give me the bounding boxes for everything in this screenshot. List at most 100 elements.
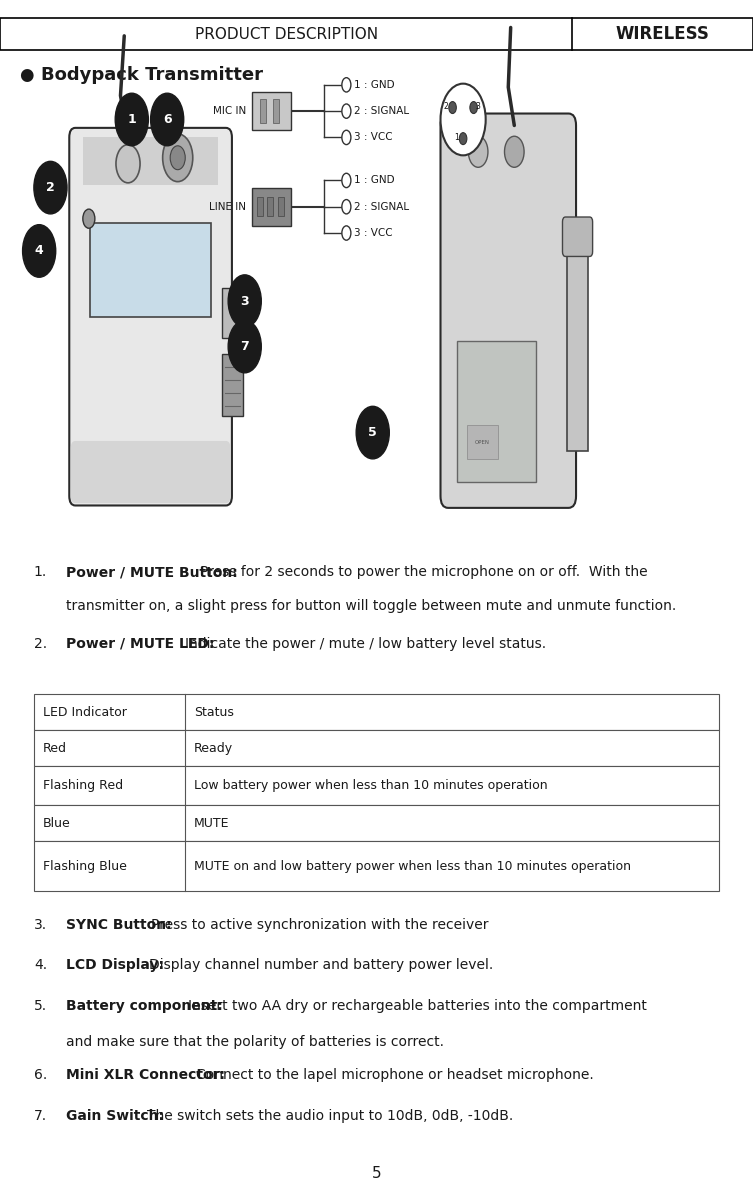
Text: 6.: 6. [34, 1068, 47, 1083]
Text: 5: 5 [368, 427, 377, 439]
Text: LINE IN: LINE IN [209, 202, 246, 212]
Bar [34, 766, 719, 805]
Text: 3 : VCC: 3 : VCC [354, 133, 392, 142]
Circle shape [342, 78, 351, 92]
Text: Power / MUTE LED:: Power / MUTE LED: [66, 637, 215, 651]
FancyBboxPatch shape [562, 217, 593, 257]
Text: Gain Switch:: Gain Switch: [66, 1109, 164, 1123]
Text: 1 : GND: 1 : GND [354, 80, 395, 90]
Text: Connect to the lapel microphone or headset microphone.: Connect to the lapel microphone or heads… [196, 1068, 593, 1083]
Text: 2 : SIGNAL: 2 : SIGNAL [354, 202, 409, 212]
Bar [273, 99, 279, 123]
Text: Insert two AA dry or rechargeable batteries into the compartment: Insert two AA dry or rechargeable batter… [188, 999, 647, 1013]
Circle shape [449, 102, 456, 114]
Text: 7.: 7. [34, 1109, 47, 1123]
Text: Power / MUTE Button:: Power / MUTE Button: [66, 565, 238, 580]
Bar [222, 288, 243, 338]
Text: 2 : SIGNAL: 2 : SIGNAL [354, 106, 409, 116]
Bar [260, 99, 266, 123]
Text: Indicate the power / mute / low battery level status.: Indicate the power / mute / low battery … [185, 637, 547, 651]
Circle shape [356, 406, 389, 459]
Text: 4: 4 [35, 245, 44, 257]
Text: 2.: 2. [34, 637, 47, 651]
Text: Flashing Blue: Flashing Blue [43, 860, 127, 872]
Text: Press for 2 seconds to power the microphone on or off.  With the: Press for 2 seconds to power the microph… [200, 565, 648, 580]
Bar [34, 694, 719, 730]
Bar [467, 425, 498, 459]
Circle shape [116, 145, 140, 183]
Text: Status: Status [194, 706, 233, 718]
Circle shape [34, 161, 67, 214]
Text: MIC IN: MIC IN [213, 106, 246, 116]
Text: Flashing Red: Flashing Red [43, 779, 123, 792]
Text: 1.: 1. [34, 565, 47, 580]
Text: 2: 2 [444, 102, 448, 111]
Circle shape [342, 130, 351, 145]
Bar [83, 137, 218, 185]
Text: WIRELESS: WIRELESS [616, 25, 709, 43]
Circle shape [505, 136, 524, 167]
Bar [278, 197, 284, 216]
Bar [90, 223, 211, 317]
Text: Battery component:: Battery component: [66, 999, 223, 1013]
Text: 7: 7 [240, 341, 249, 353]
Circle shape [163, 134, 193, 182]
Circle shape [115, 93, 148, 146]
Text: Red: Red [43, 742, 67, 754]
Text: 5.: 5. [34, 999, 47, 1013]
Bar [34, 841, 719, 891]
Circle shape [342, 226, 351, 240]
Circle shape [342, 200, 351, 214]
Bar [252, 92, 291, 130]
FancyBboxPatch shape [69, 128, 232, 505]
Text: Blue: Blue [43, 817, 71, 829]
Text: ●: ● [19, 66, 33, 84]
Text: LCD Display:: LCD Display: [66, 958, 164, 973]
Text: 3: 3 [475, 102, 480, 111]
Circle shape [83, 209, 95, 228]
Text: 1: 1 [127, 114, 136, 125]
Text: Low battery power when less than 10 minutes operation: Low battery power when less than 10 minu… [194, 779, 547, 792]
Bar [34, 805, 719, 841]
Circle shape [441, 84, 486, 155]
Text: MUTE: MUTE [194, 817, 229, 829]
Text: 3 : VCC: 3 : VCC [354, 228, 392, 238]
Text: 2: 2 [46, 182, 55, 194]
Text: 6: 6 [163, 114, 172, 125]
Circle shape [468, 136, 488, 167]
Text: MUTE on and low battery power when less than 10 minutes operation: MUTE on and low battery power when less … [194, 860, 631, 872]
Text: Press to active synchronization with the receiver: Press to active synchronization with the… [151, 918, 489, 932]
Text: 3: 3 [240, 295, 249, 307]
Text: and make sure that the polarity of batteries is correct.: and make sure that the polarity of batte… [66, 1035, 444, 1049]
Bar [222, 354, 243, 416]
Text: OPEN: OPEN [475, 440, 490, 445]
Bar [457, 341, 536, 482]
Circle shape [459, 133, 467, 145]
Text: LED Indicator: LED Indicator [43, 706, 127, 718]
Text: transmitter on, a slight press for button will toggle between mute and unmute fu: transmitter on, a slight press for butto… [66, 599, 676, 613]
Text: SYNC Button:: SYNC Button: [66, 918, 172, 932]
Circle shape [342, 104, 351, 118]
FancyBboxPatch shape [71, 441, 230, 503]
Bar [0, 18, 753, 50]
Text: 5: 5 [372, 1165, 381, 1181]
Text: Display channel number and battery power level.: Display channel number and battery power… [149, 958, 493, 973]
Text: Bodypack Transmitter: Bodypack Transmitter [41, 66, 264, 84]
Bar [257, 197, 263, 216]
Text: Ready: Ready [194, 742, 233, 754]
Text: PRODUCT DESCRIPTION: PRODUCT DESCRIPTION [194, 26, 378, 42]
Bar [252, 188, 291, 226]
Circle shape [151, 93, 184, 146]
Text: The switch sets the audio input to 10dB, 0dB, -10dB.: The switch sets the audio input to 10dB,… [147, 1109, 513, 1123]
Text: 3.: 3. [34, 918, 47, 932]
Bar [267, 197, 273, 216]
Text: 1 : GND: 1 : GND [354, 176, 395, 185]
Circle shape [170, 146, 185, 170]
Text: 4.: 4. [34, 958, 47, 973]
Circle shape [470, 102, 477, 114]
Bar [34, 730, 719, 766]
Bar [567, 222, 588, 452]
Circle shape [228, 320, 261, 373]
Circle shape [342, 173, 351, 188]
Circle shape [228, 275, 261, 327]
